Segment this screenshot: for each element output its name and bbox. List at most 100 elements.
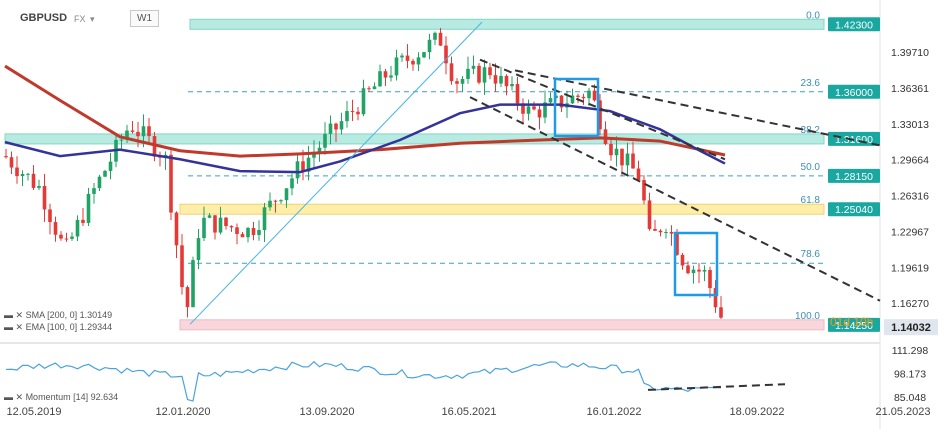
timeframe-select[interactable]: W1 (130, 10, 159, 27)
candle-body (196, 238, 201, 261)
candle-body (125, 130, 129, 140)
symbol-label[interactable]: GBPUSD (20, 12, 68, 24)
candle-body (383, 71, 388, 78)
candle-body (669, 231, 674, 234)
candle-body (636, 168, 641, 180)
level-band (179, 203, 825, 215)
x-tick-label: 12.05.2019 (6, 406, 61, 418)
momentum-legend[interactable]: ▬ ✕ Momentum [14] 92.634 (4, 392, 118, 403)
momentum-tick-label: 98.173 (894, 369, 926, 381)
candle-body (20, 174, 25, 177)
downtrend-line-upper (514, 69, 881, 147)
y-tick-label: 1.19619 (891, 262, 929, 274)
candle-body (59, 234, 63, 239)
candle-body (334, 123, 338, 130)
candle-body (15, 167, 19, 177)
y-tick-label: 1.22967 (891, 226, 929, 238)
candle-body (257, 230, 261, 235)
candle-body (290, 178, 294, 189)
candle-body (53, 222, 58, 235)
x-tick-label: 13.09.2020 (299, 406, 354, 418)
candle-body (92, 188, 96, 194)
candle-body (625, 153, 630, 166)
level-band (179, 319, 825, 331)
candle-body (185, 287, 190, 308)
eye-icon[interactable]: ▬ ✕ (4, 322, 24, 332)
sma-legend[interactable]: ▬ ✕ SMA [200, 0] 1.30149 (4, 310, 112, 321)
price-tag (828, 17, 880, 32)
candle-body (26, 173, 30, 175)
candle-body (708, 269, 712, 289)
candle-body (328, 123, 333, 134)
candle-body (471, 65, 476, 69)
price-tag-label: 1.28150 (835, 171, 873, 183)
momentum-tick-label: 111.298 (892, 345, 929, 357)
exchange-label: FX (74, 14, 86, 24)
fib-label: 100.0 (795, 311, 820, 322)
y-tick-label: 1.26316 (891, 191, 929, 203)
current-price-label: 1.14032 (891, 322, 931, 334)
candle-body (664, 231, 668, 233)
candle-body (411, 60, 415, 65)
candle-body (240, 234, 245, 238)
candle-body (559, 95, 564, 108)
candle-body (108, 161, 113, 171)
sma-legend-label: SMA [200, 0] 1.30149 (25, 310, 113, 320)
candle-body (229, 226, 234, 228)
ema-legend-label: EMA [100, 0] 1.29344 (25, 322, 113, 332)
price-tag (828, 202, 880, 217)
candle-body (576, 95, 580, 97)
x-tick-label: 18.09.2022 (729, 406, 784, 418)
candle-body (394, 57, 399, 76)
candle-body (482, 67, 487, 83)
sma-line (4, 64, 726, 158)
price-tag (828, 317, 880, 332)
candle-body (356, 111, 360, 115)
candle-body (295, 161, 300, 179)
fib-label: 50.0 (801, 162, 821, 173)
x-tick-label: 16.05.2021 (441, 406, 496, 418)
candle-body (169, 154, 173, 213)
momentum-legend-label: Momentum [14] 92.634 (25, 392, 119, 402)
candle-body (213, 215, 217, 233)
candle-body (42, 186, 47, 210)
highlight-box (673, 231, 719, 297)
candle-body (449, 63, 454, 82)
eye-icon[interactable]: ▬ ✕ (4, 310, 24, 320)
candle-body (510, 84, 514, 87)
eye-icon[interactable]: ▬ ✕ (4, 392, 24, 402)
price-tag-label: 1.14250 (835, 320, 873, 332)
candle-body (174, 212, 179, 246)
candle-body (224, 217, 228, 227)
candle-body (620, 148, 624, 166)
candle-body (653, 228, 657, 231)
x-tick-label: 21.05.2023 (875, 406, 930, 418)
candle-body (658, 230, 663, 233)
momentum-trend-line (647, 383, 786, 391)
price-tag-label: 1.25040 (835, 204, 873, 216)
candle-body (191, 260, 195, 308)
candle-body (532, 106, 536, 110)
candle-body (350, 111, 355, 113)
candle-body (207, 215, 212, 218)
candle-body (603, 129, 608, 144)
candle-body (713, 288, 718, 308)
candle-body (246, 227, 250, 238)
x-tick-label: 12.01.2020 (155, 406, 210, 418)
candle-body (455, 81, 459, 84)
candle-body (152, 136, 157, 157)
candle-body (543, 102, 547, 118)
candle-body (647, 200, 652, 229)
uptrend-line (189, 21, 483, 325)
candle-body (180, 245, 184, 288)
y-tick-label: 1.36361 (891, 83, 929, 95)
candle-body (4, 156, 8, 158)
candle-body (339, 121, 344, 130)
ema-legend[interactable]: ▬ ✕ EMA [100, 0] 1.29344 (4, 322, 112, 333)
candle-body (218, 217, 223, 233)
current-price-tag (884, 319, 938, 336)
dropdown-arrow-icon[interactable]: ▾ (90, 14, 95, 24)
candle-body (488, 67, 492, 76)
candle-body (136, 131, 140, 137)
